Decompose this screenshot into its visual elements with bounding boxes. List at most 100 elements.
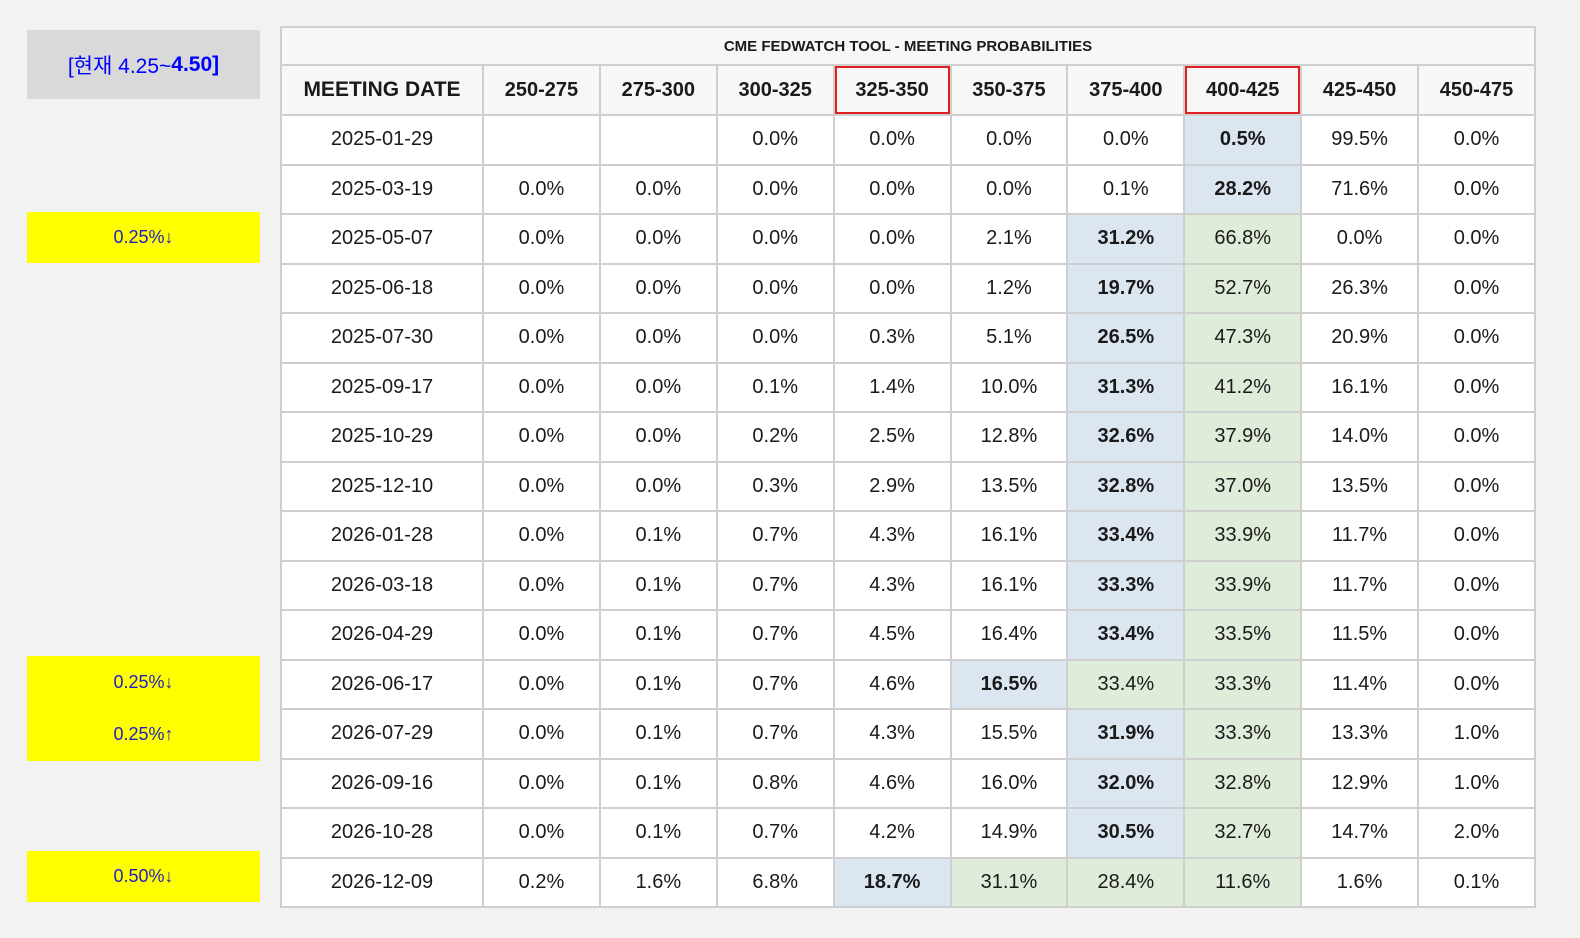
probability-cell: 0.0% bbox=[482, 609, 601, 661]
probability-cell: 15.5% bbox=[949, 708, 1069, 760]
probability-cell: 0.0% bbox=[715, 213, 835, 265]
probability-cell: 1.0% bbox=[1417, 708, 1536, 760]
probability-cell: 0.0% bbox=[482, 708, 601, 760]
probability-cell: 0.0% bbox=[598, 361, 718, 413]
probability-cell: 2.9% bbox=[832, 460, 952, 512]
table-row: 2026-01-28 0.0% 0.1% 0.7% 4.3% 16.1% 33.4% 33.9… bbox=[280, 510, 1536, 562]
probability-cell: 0.1% bbox=[598, 807, 718, 859]
probability-cell: 12.9% bbox=[1300, 757, 1419, 809]
probability-cell: 2.1% bbox=[949, 213, 1069, 265]
probability-cell: 0.0% bbox=[1417, 609, 1536, 661]
probability-cell: 0.0% bbox=[1417, 262, 1536, 314]
meeting-date-cell: 2025-07-30 bbox=[280, 312, 484, 364]
probability-cell: 12.8% bbox=[949, 411, 1069, 463]
probability-cell: 0.0% bbox=[1417, 163, 1536, 215]
probability-cell: 0.0% bbox=[832, 163, 952, 215]
probability-cell: 0.0% bbox=[1417, 460, 1536, 512]
meeting-date-cell: 2025-06-18 bbox=[280, 262, 484, 314]
probability-cell: 4.5% bbox=[832, 609, 952, 661]
probability-cell: 0.0% bbox=[482, 262, 601, 314]
probability-cell: 13.5% bbox=[1300, 460, 1419, 512]
meeting-date-cell: 2026-01-28 bbox=[280, 510, 484, 562]
rate-change-label: 0.25%↑ bbox=[113, 724, 174, 745]
probability-cell: 33.3% bbox=[1183, 708, 1303, 760]
probability-cell bbox=[598, 114, 718, 166]
probability-cell: 1.6% bbox=[598, 856, 718, 908]
probability-cell: 1.2% bbox=[949, 262, 1069, 314]
probability-cell: 4.6% bbox=[832, 757, 952, 809]
meeting-date-cell: 2026-04-29 bbox=[280, 609, 484, 661]
probability-cell: 0.8% bbox=[715, 757, 835, 809]
rate-change-label: 0.50%↓ bbox=[113, 866, 174, 886]
probability-cell: 0.2% bbox=[715, 411, 835, 463]
probability-cell: 32.8% bbox=[1183, 757, 1303, 809]
probability-cell: 6.8% bbox=[715, 856, 835, 908]
probability-cell: 16.0% bbox=[949, 757, 1069, 809]
column-header-rate-range: 250-275 bbox=[482, 64, 601, 116]
probability-cell: 0.0% bbox=[949, 114, 1069, 166]
probability-cell: 0.1% bbox=[598, 658, 718, 710]
meeting-date-cell: 2025-01-29 bbox=[280, 114, 484, 166]
probability-cell: 0.1% bbox=[598, 510, 718, 562]
table-row: 2025-03-19 0.0% 0.0% 0.0% 0.0% 0.0% 0.1% 28.2% 7… bbox=[280, 163, 1536, 215]
current-rate-box: [현재 4.25~ 4.50] bbox=[27, 30, 260, 99]
probability-cell: 0.1% bbox=[598, 757, 718, 809]
meeting-date-cell: 2025-10-29 bbox=[280, 411, 484, 463]
probability-cell: 0.0% bbox=[482, 807, 601, 859]
probability-cell: 0.7% bbox=[715, 559, 835, 611]
probability-cell: 0.2% bbox=[482, 856, 601, 908]
probability-cell: 0.1% bbox=[598, 708, 718, 760]
meeting-date-cell: 2026-12-09 bbox=[280, 856, 484, 908]
table-row: 2026-07-29 0.0% 0.1% 0.7% 4.3% 15.5% 31.9% 33.3… bbox=[280, 708, 1536, 760]
probability-cell: 26.5% bbox=[1066, 312, 1186, 364]
probability-cell: 0.0% bbox=[1417, 510, 1536, 562]
column-header-rate-range: 375-400 bbox=[1066, 64, 1186, 116]
probability-cell: 16.1% bbox=[1300, 361, 1419, 413]
table-row: 2026-12-09 0.2% 1.6% 6.8% 18.7% 31.1% 28.4% 11.… bbox=[280, 856, 1536, 908]
probability-cell: 47.3% bbox=[1183, 312, 1303, 364]
rate-change-label: 0.25%↓ bbox=[113, 227, 174, 247]
probability-cell: 11.4% bbox=[1300, 658, 1419, 710]
rate-change-note: 0.50%↓ bbox=[27, 851, 260, 902]
probability-cell: 0.5% bbox=[1183, 114, 1303, 166]
probability-cell: 0.0% bbox=[598, 163, 718, 215]
probability-cell: 0.0% bbox=[1066, 114, 1186, 166]
probability-cell: 0.0% bbox=[482, 658, 601, 710]
probability-cell: 13.5% bbox=[949, 460, 1069, 512]
probability-cell: 66.8% bbox=[1183, 213, 1303, 265]
probability-cell: 14.9% bbox=[949, 807, 1069, 859]
column-header-rate-range: 450-475 bbox=[1417, 64, 1536, 116]
probability-cell: 33.4% bbox=[1066, 658, 1186, 710]
probability-cell: 0.0% bbox=[949, 163, 1069, 215]
probability-cell: 4.3% bbox=[832, 708, 952, 760]
probability-cell: 0.0% bbox=[715, 262, 835, 314]
probability-cell: 0.0% bbox=[1300, 213, 1419, 265]
probability-cell: 18.7% bbox=[832, 856, 952, 908]
table-row: 2025-05-07 0.0% 0.0% 0.0% 0.0% 2.1% 31.2% 66.8%… bbox=[280, 213, 1536, 265]
probability-cell: 30.5% bbox=[1066, 807, 1186, 859]
probability-cell: 4.3% bbox=[832, 559, 952, 611]
probability-cell: 28.2% bbox=[1183, 163, 1303, 215]
probability-cell: 0.0% bbox=[1417, 312, 1536, 364]
probability-cell: 0.0% bbox=[1417, 213, 1536, 265]
probability-cell: 33.9% bbox=[1183, 510, 1303, 562]
table-row: 2025-01-29 0.0% 0.0% 0.0% 0.0% 0.5% 99.5% 0.0% bbox=[280, 114, 1536, 166]
probability-cell: 16.1% bbox=[949, 559, 1069, 611]
probability-cell: 0.0% bbox=[482, 163, 601, 215]
probability-cell: 4.2% bbox=[832, 807, 952, 859]
probability-cell: 14.7% bbox=[1300, 807, 1419, 859]
probability-cell: 0.0% bbox=[598, 262, 718, 314]
probability-cell: 16.5% bbox=[949, 658, 1069, 710]
probability-cell: 0.3% bbox=[832, 312, 952, 364]
rate-change-note: 0.25%↓ bbox=[27, 212, 260, 263]
probability-cell: 0.3% bbox=[715, 460, 835, 512]
table-row: 2025-12-10 0.0% 0.0% 0.3% 2.9% 13.5% 32.8% 37.0… bbox=[280, 460, 1536, 512]
probability-cell: 33.3% bbox=[1066, 559, 1186, 611]
probability-cell: 32.0% bbox=[1066, 757, 1186, 809]
probability-cell: 0.7% bbox=[715, 708, 835, 760]
probability-cell: 0.0% bbox=[598, 411, 718, 463]
probability-cell: 0.0% bbox=[715, 114, 835, 166]
probability-cell: 16.1% bbox=[949, 510, 1069, 562]
probability-cell: 33.4% bbox=[1066, 609, 1186, 661]
probability-cell: 10.0% bbox=[949, 361, 1069, 413]
